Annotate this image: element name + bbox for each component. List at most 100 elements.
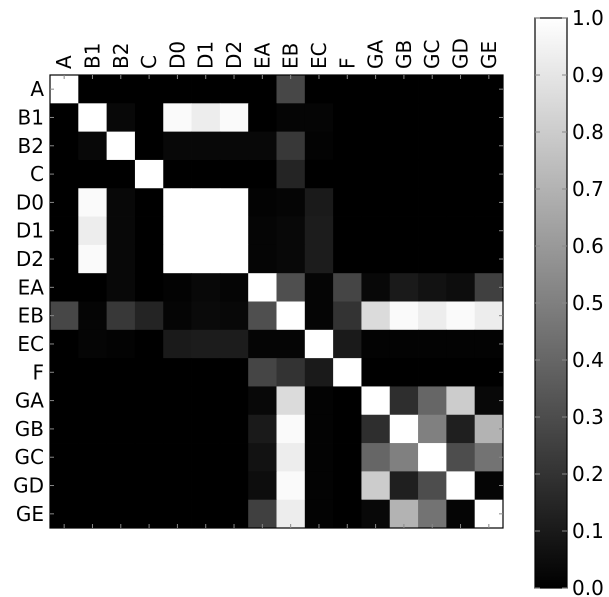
heatmap-cell-GB-GE xyxy=(474,414,504,444)
heatmap-cell-C-A xyxy=(50,159,79,189)
heatmap-cell-D0-EA xyxy=(248,188,277,217)
y-tick-label: GB xyxy=(15,417,44,441)
heatmap-cell-GA-GC xyxy=(418,386,447,416)
heatmap-cell-F-EB xyxy=(276,358,306,387)
heatmap-cell-GD-B2 xyxy=(106,471,136,501)
x-tick-label: C xyxy=(137,55,161,69)
heatmap-cell-F-B2 xyxy=(106,358,136,387)
heatmap-cell-GC-A xyxy=(50,443,79,472)
heatmap-cell-D1-GE xyxy=(474,216,504,246)
heatmap-cell-C-EC xyxy=(304,159,334,189)
heatmap-cell-EA-GC xyxy=(418,273,447,302)
heatmap-cell-GE-A xyxy=(50,499,79,529)
heatmap-cell-GE-D1 xyxy=(191,499,221,529)
heatmap-cell-EA-GE xyxy=(474,273,504,302)
heatmap-cell-D1-F xyxy=(333,216,362,246)
heatmap-cell-EC-B2 xyxy=(106,329,136,359)
heatmap-cell-B2-D1 xyxy=(191,131,221,161)
heatmap-cell-D2-B2 xyxy=(106,244,136,274)
heatmap-cell-F-C xyxy=(134,358,164,387)
heatmap-cell-GB-F xyxy=(333,414,362,444)
heatmap-cell-EC-GD xyxy=(446,329,476,359)
heatmap-cell-D0-GC xyxy=(418,188,447,217)
heatmap-cell-GE-GA xyxy=(361,499,391,529)
heatmap-cell-EA-A xyxy=(50,273,79,302)
heatmap-cell-GA-EC xyxy=(304,386,334,416)
heatmap-cell-GD-B1 xyxy=(78,471,108,501)
heatmap-cell-GA-D0 xyxy=(163,386,192,416)
heatmap-cell-F-EA xyxy=(248,358,277,387)
heatmap-cell-GC-GC xyxy=(418,443,447,472)
heatmap-cell-EC-GA xyxy=(361,329,391,359)
heatmap-cell-EA-D1 xyxy=(191,273,221,302)
heatmap-cell-F-GE xyxy=(474,358,504,387)
heatmap-cell-GE-F xyxy=(333,499,362,529)
heatmap-cell-D1-GD xyxy=(446,216,476,246)
heatmap-cell-D2-D2 xyxy=(219,244,249,274)
heatmap-cell-GC-D1 xyxy=(191,443,221,472)
heatmap-cell-EA-GB xyxy=(389,273,419,302)
heatmap-cell-B1-D0 xyxy=(163,103,192,133)
x-tick-label: GC xyxy=(420,40,444,69)
heatmap-cell-B1-EA xyxy=(248,103,277,133)
heatmap-cell-B1-B1 xyxy=(78,103,108,133)
heatmap-cell-GE-B1 xyxy=(78,499,108,529)
heatmap-cell-GC-EC xyxy=(304,443,334,472)
heatmap-cell-A-GB xyxy=(389,75,419,104)
x-tick-label: D1 xyxy=(194,41,218,69)
heatmap-cell-F-A xyxy=(50,358,79,387)
heatmap-cell-EC-F xyxy=(333,329,362,359)
heatmap-cell-EB-B1 xyxy=(78,301,108,331)
colorbar-tick-label: 0.8 xyxy=(572,120,604,144)
heatmap-cell-F-GD xyxy=(446,358,476,387)
colorbar-tick-label: 0.1 xyxy=(572,519,604,543)
heatmap-cell-D2-GB xyxy=(389,244,419,274)
heatmap-cell-B1-A xyxy=(50,103,79,133)
heatmap-cell-D0-EB xyxy=(276,188,306,217)
heatmap-cell-EC-GB xyxy=(389,329,419,359)
heatmap-cell-GA-GD xyxy=(446,386,476,416)
heatmap-cell-B1-C xyxy=(134,103,164,133)
heatmap-cell-C-D2 xyxy=(219,159,249,189)
heatmap-cell-D2-EA xyxy=(248,244,277,274)
heatmap-cell-D2-B1 xyxy=(78,244,108,274)
heatmap-cell-GA-GA xyxy=(361,386,391,416)
heatmap-cell-GA-EB xyxy=(276,386,306,416)
heatmap-cell-B1-D1 xyxy=(191,103,221,133)
heatmap-cell-GE-GE xyxy=(474,499,504,529)
heatmap-cell-EB-GC xyxy=(418,301,447,331)
heatmap-cell-C-GB xyxy=(389,159,419,189)
y-tick-labels: A B1 B2 C D0 D1 D2 EA EB EC F GA GB GC GD GE xyxy=(13,77,44,526)
heatmap-cell-EB-GD xyxy=(446,301,476,331)
heatmap-cell-GD-A xyxy=(50,471,79,501)
heatmap-cell-D0-B1 xyxy=(78,188,108,217)
x-tick-label: EA xyxy=(250,42,274,69)
heatmap-cell-A-C xyxy=(134,75,164,104)
x-tick-label: GA xyxy=(364,40,388,69)
heatmap-cell-GA-GE xyxy=(474,386,504,416)
heatmap-cell-B1-EC xyxy=(304,103,334,133)
heatmap-cell-EA-D0 xyxy=(163,273,192,302)
heatmap-cell-C-GD xyxy=(446,159,476,189)
heatmap-cell-D0-F xyxy=(333,188,362,217)
x-tick-label: A xyxy=(52,55,76,69)
heatmap-cell-GB-D2 xyxy=(219,414,249,444)
heatmap-ticks xyxy=(50,75,503,528)
heatmap-cell-GC-C xyxy=(134,443,164,472)
heatmap-cell-EB-EB xyxy=(276,301,306,331)
heatmap-cell-EC-D0 xyxy=(163,329,192,359)
y-tick-label: D0 xyxy=(16,190,44,214)
heatmap-cell-GC-EA xyxy=(248,443,277,472)
heatmap-cell-GC-B2 xyxy=(106,443,136,472)
y-tick-label: D1 xyxy=(16,219,44,243)
heatmap-cell-C-D1 xyxy=(191,159,221,189)
heatmap-cell-EC-GC xyxy=(418,329,447,359)
heatmap-cell-B1-B2 xyxy=(106,103,136,133)
heatmap-cell-GA-B1 xyxy=(78,386,108,416)
heatmap-cell-A-D1 xyxy=(191,75,221,104)
heatmap-cell-EA-F xyxy=(333,273,362,302)
heatmap-cell-GC-B1 xyxy=(78,443,108,472)
heatmap-cell-GB-D0 xyxy=(163,414,192,444)
y-tick-label: B2 xyxy=(18,134,44,158)
heatmap-cell-EB-A xyxy=(50,301,79,331)
